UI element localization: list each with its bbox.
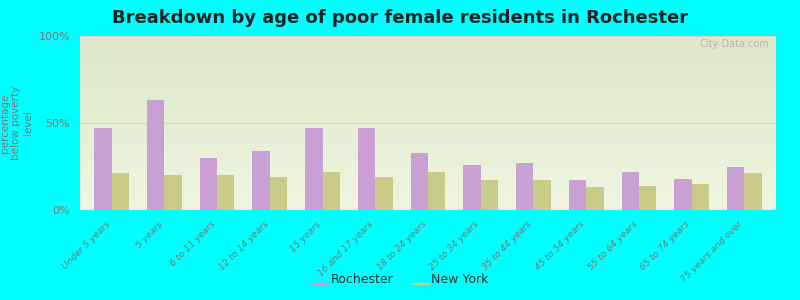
Bar [534,180,551,210]
Bar [94,128,112,210]
Bar [147,100,164,210]
Y-axis label: percentage
below poverty
level: percentage below poverty level [0,86,33,160]
Bar [744,173,762,210]
Bar [727,167,744,210]
Bar [410,153,428,210]
Bar [692,184,709,210]
Bar [358,128,375,210]
Bar [481,180,498,210]
Bar [674,179,692,210]
Bar [569,180,586,210]
Bar [112,173,129,210]
Bar [305,128,322,210]
Bar [322,172,340,210]
Bar [164,175,182,210]
Bar [516,163,534,210]
Bar [200,158,217,210]
Bar [622,172,639,210]
Bar [253,151,270,210]
Text: Breakdown by age of poor female residents in Rochester: Breakdown by age of poor female resident… [112,9,688,27]
Bar [375,177,393,210]
Bar [463,165,481,210]
Bar [639,186,656,210]
Bar [217,175,234,210]
Bar [586,188,603,210]
Bar [270,177,287,210]
Legend: Rochester, New York: Rochester, New York [307,268,493,291]
Bar [428,172,446,210]
Text: City-Data.com: City-Data.com [699,40,769,50]
